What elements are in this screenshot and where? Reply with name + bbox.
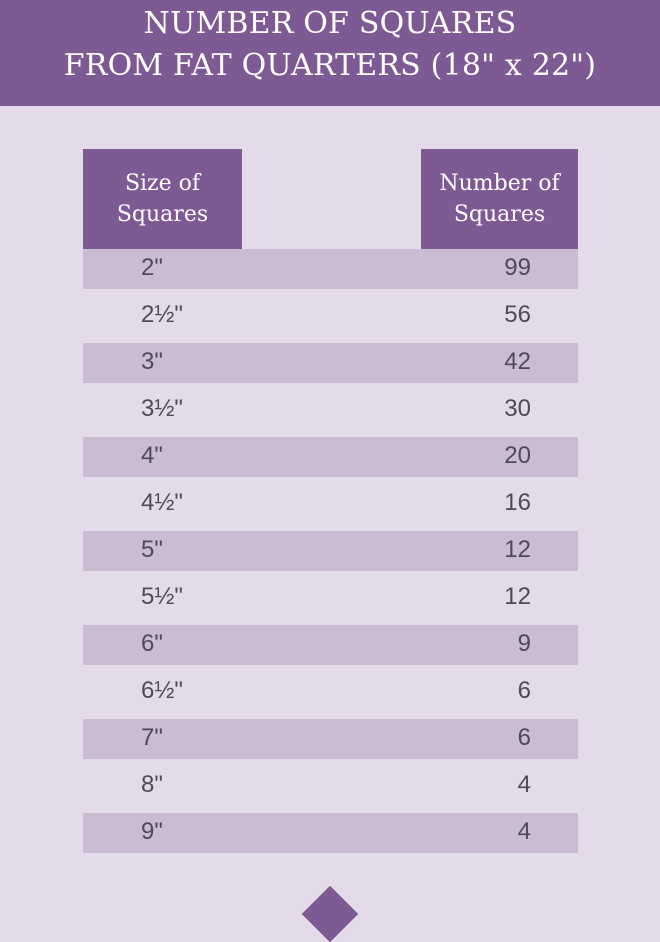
table-row: 4" 20	[83, 437, 578, 477]
table-row: 5" 12	[83, 531, 578, 571]
square-count: 30	[504, 395, 531, 422]
square-count: 16	[504, 489, 531, 516]
square-size: 6½"	[141, 677, 183, 704]
table-row: 2" 99	[83, 249, 578, 289]
square-count: 42	[504, 348, 531, 375]
table-row: 7" 6	[83, 719, 578, 759]
square-size: 6"	[141, 630, 163, 657]
table-row: 2½" 56	[83, 296, 578, 343]
title-line-1: NUMBER OF SQUARES	[143, 6, 517, 41]
square-count: 9	[517, 630, 531, 657]
table-row: 3½" 30	[83, 390, 578, 437]
square-size: 3½"	[141, 395, 183, 422]
title-line-2: FROM FAT QUARTERS (18" x 22")	[63, 48, 597, 83]
square-count: 56	[504, 301, 531, 328]
square-count: 20	[504, 442, 531, 469]
count-header-line-1: Number of	[439, 171, 560, 196]
count-header-line-2: Squares	[453, 202, 546, 227]
square-size: 3"	[141, 348, 163, 375]
square-size: 7"	[141, 724, 163, 751]
square-count: 12	[504, 583, 531, 610]
size-header-line-1: Size of	[124, 171, 201, 196]
table-row: 3" 42	[83, 343, 578, 383]
square-count: 12	[504, 536, 531, 563]
square-size: 2½"	[141, 301, 183, 328]
square-count: 6	[517, 724, 531, 751]
size-column-header: Size of Squares	[83, 149, 242, 249]
table-row: 9" 4	[83, 813, 578, 853]
squares-table: 2" 99 2½" 56 3" 42 3½" 30 4" 20 4½" 16 5…	[83, 249, 578, 860]
square-count: 6	[517, 677, 531, 704]
square-size: 4"	[141, 442, 163, 469]
title-banner: NUMBER OF SQUARES FROM FAT QUARTERS (18"…	[0, 0, 660, 106]
square-size: 5½"	[141, 583, 183, 610]
count-column-header: Number of Squares	[421, 149, 578, 249]
table-row: 6" 9	[83, 625, 578, 665]
table-row: 5½" 12	[83, 578, 578, 625]
square-size: 5"	[141, 536, 163, 563]
table-row: 4½" 16	[83, 484, 578, 531]
square-count: 99	[504, 254, 531, 281]
square-size: 4½"	[141, 489, 183, 516]
size-header-line-2: Squares	[116, 202, 209, 227]
square-count: 4	[517, 771, 531, 798]
square-size: 8"	[141, 771, 163, 798]
square-size: 2"	[141, 254, 163, 281]
table-row: 8" 4	[83, 766, 578, 813]
square-size: 9"	[141, 818, 163, 845]
table-row: 6½" 6	[83, 672, 578, 719]
square-count: 4	[517, 818, 531, 845]
